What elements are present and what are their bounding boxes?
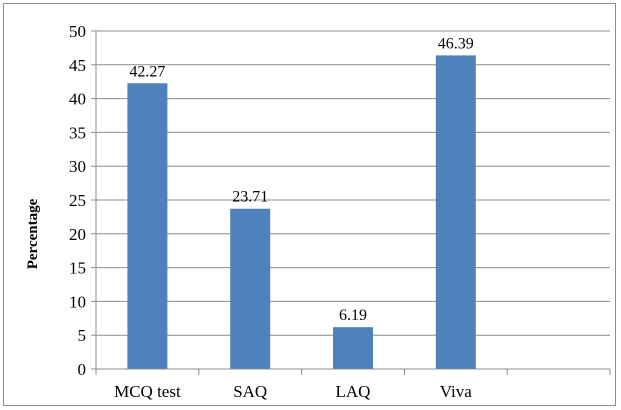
data-label: 42.27	[129, 63, 165, 80]
bar-saq	[230, 208, 271, 369]
x-tick-label: MCQ test	[114, 382, 181, 401]
y-tick-labels: 0 5 10 15 20 25 30 35 40 45 50	[69, 22, 86, 379]
y-tick-label: 0	[78, 360, 87, 379]
gridlines	[96, 30, 610, 336]
y-tick-label: 10	[69, 292, 86, 311]
y-tick-label: 50	[69, 22, 86, 41]
bar-mcq-test	[127, 83, 168, 370]
y-tick-label: 45	[69, 56, 86, 75]
data-label: 6.19	[339, 307, 367, 324]
x-tick-label: LAQ	[336, 382, 371, 401]
y-tick-label: 20	[69, 225, 86, 244]
y-tick-label: 35	[69, 123, 86, 142]
x-tick-labels: MCQ test SAQ LAQ Viva	[114, 382, 472, 401]
x-tick-label: Viva	[440, 382, 472, 401]
bar-laq	[333, 327, 373, 369]
data-labels: 42.27 23.71 6.19 46.39	[129, 35, 473, 324]
x-tick-label: SAQ	[233, 382, 267, 401]
axes	[91, 30, 611, 375]
bar-viva	[435, 55, 476, 370]
y-tick-label: 5	[78, 326, 87, 345]
y-tick-label: 25	[69, 191, 86, 210]
bars	[127, 55, 476, 370]
data-label: 46.39	[438, 35, 474, 52]
y-tick-label: 30	[69, 157, 86, 176]
data-label: 23.71	[232, 189, 268, 206]
chart-frame	[3, 3, 616, 406]
y-tick-label: 40	[69, 90, 86, 109]
y-axis-label: Percentage	[25, 198, 41, 269]
y-tick-label: 15	[69, 259, 86, 278]
